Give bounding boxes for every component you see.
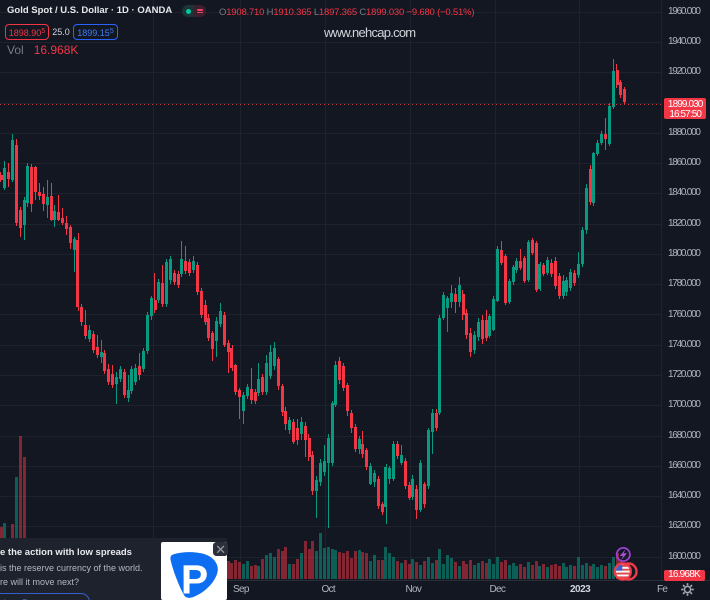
svg-text:P: P bbox=[180, 557, 207, 600]
